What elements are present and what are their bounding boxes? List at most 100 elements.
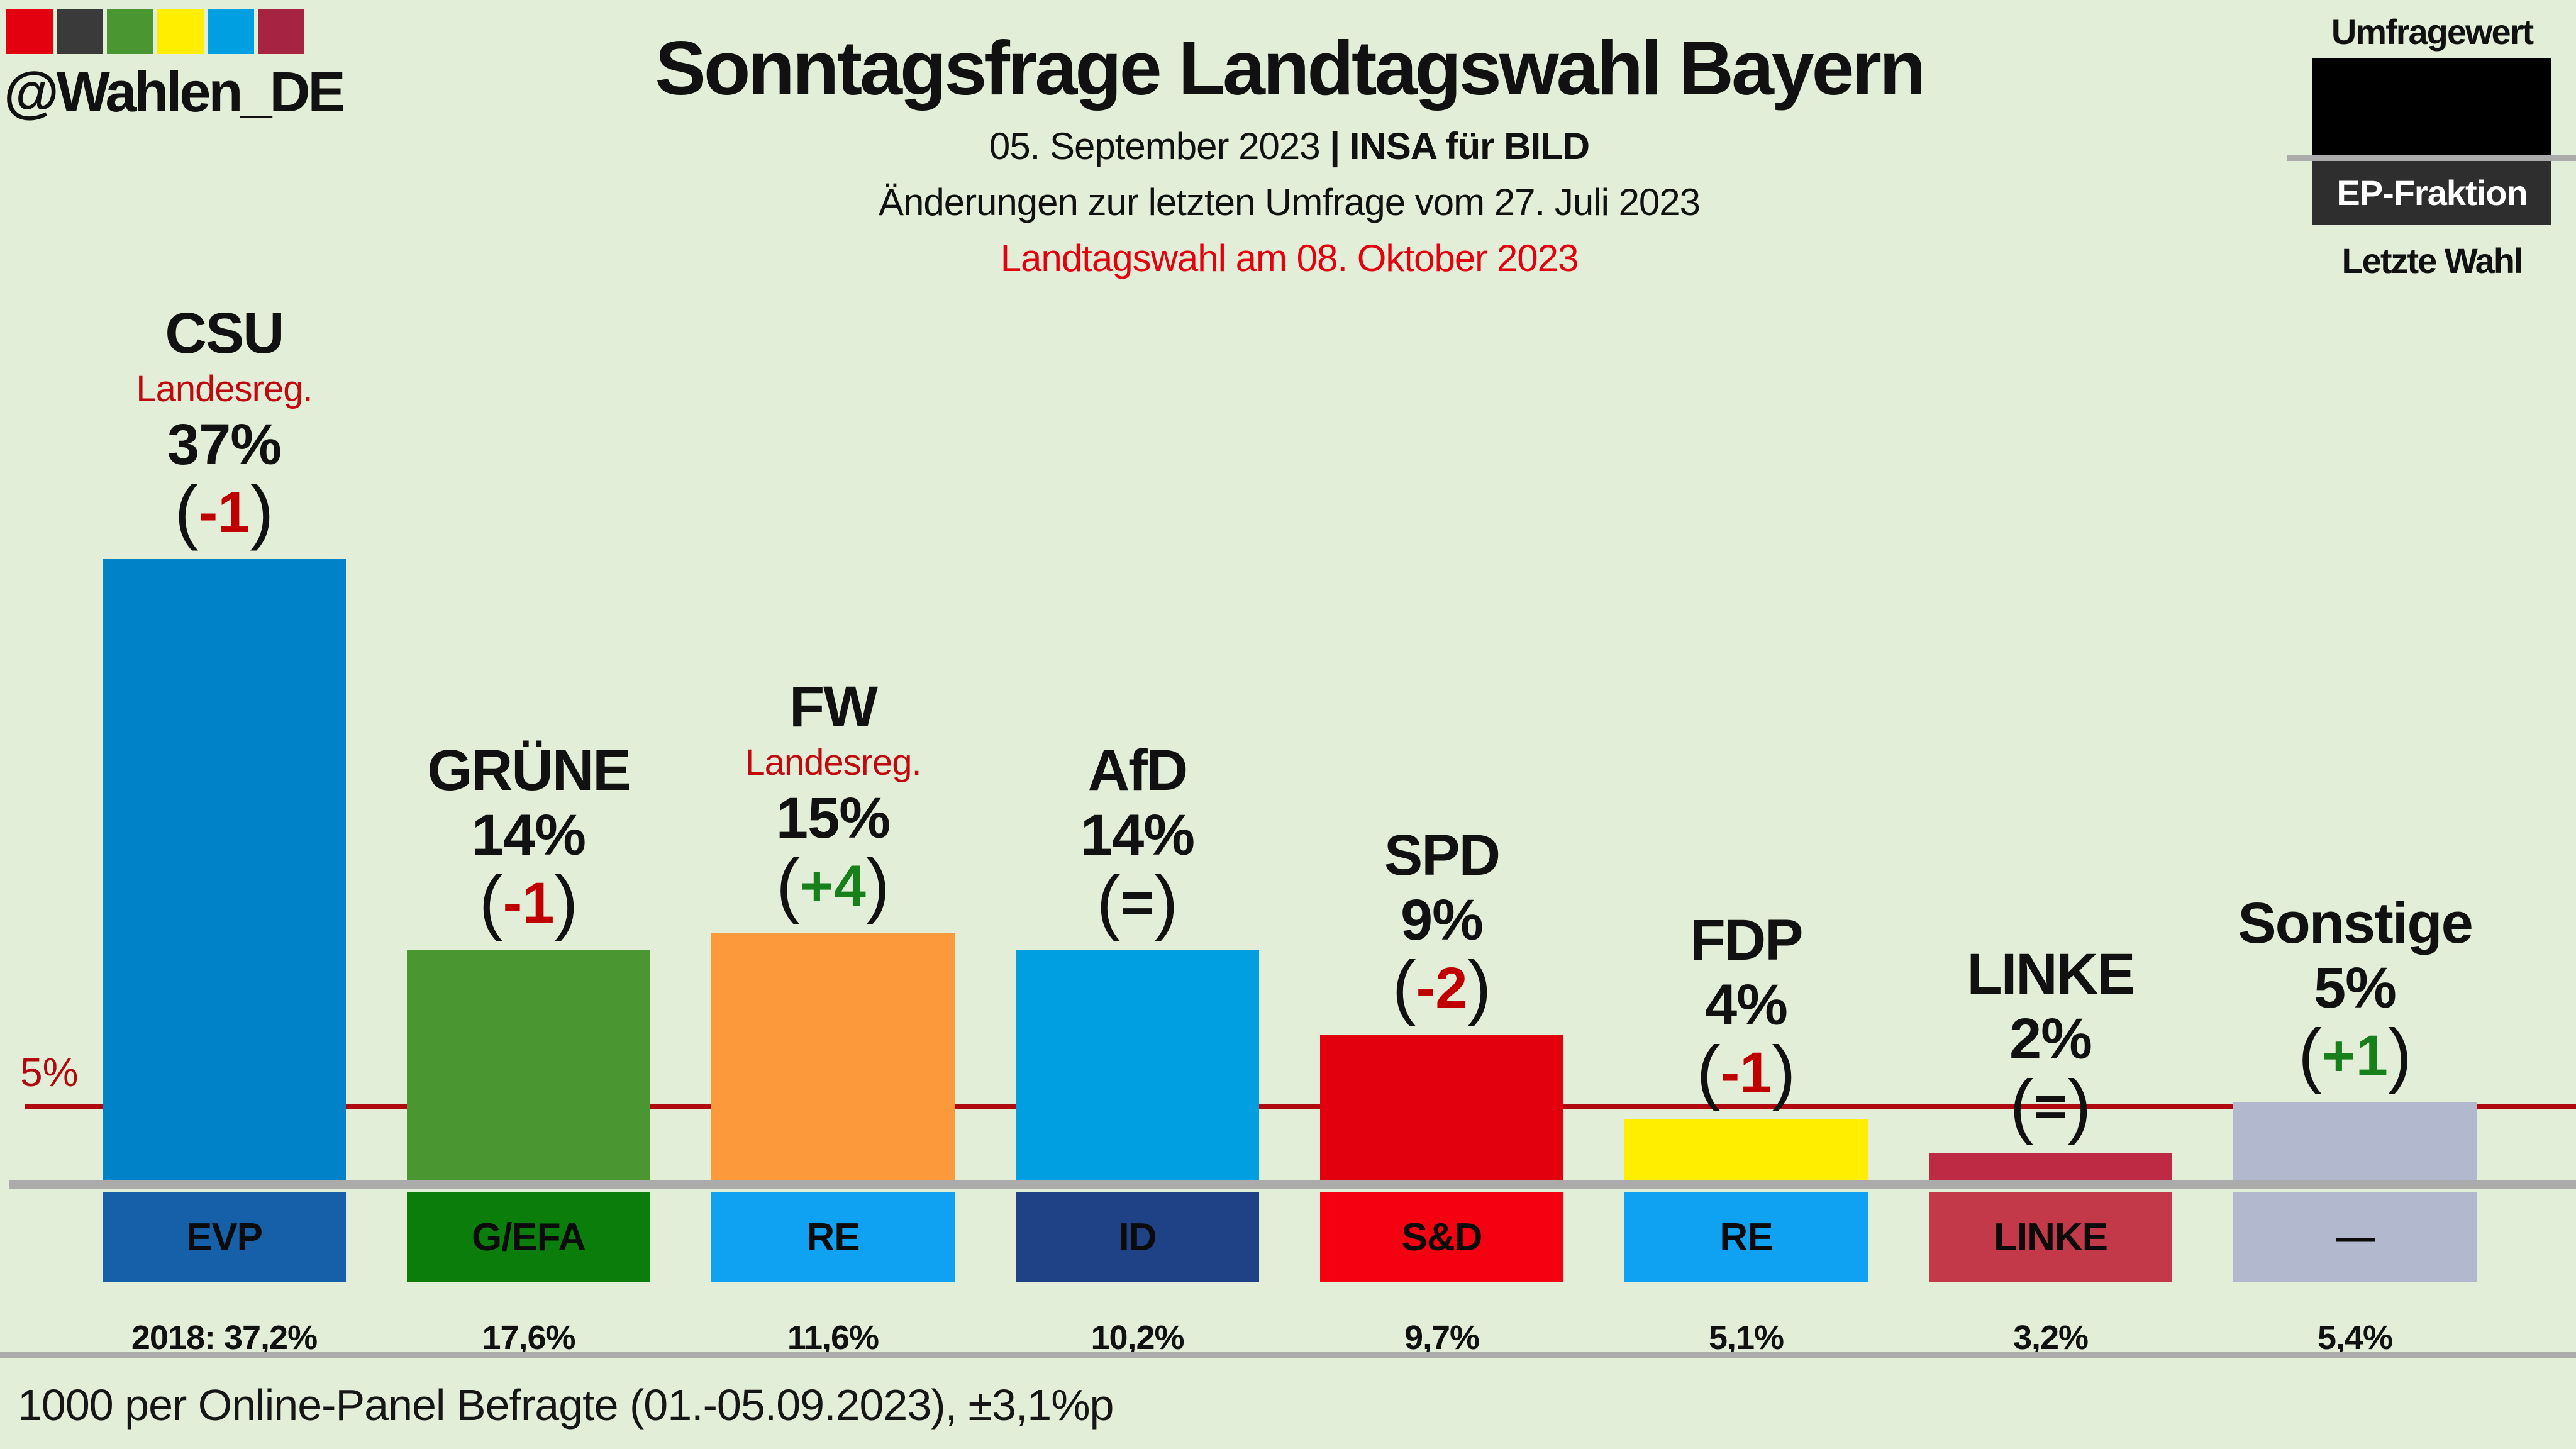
change-value: -1 xyxy=(1720,1041,1772,1105)
brand-logo-square-0 xyxy=(6,9,53,54)
change-paren-open: ( xyxy=(776,845,801,925)
ep-fraction-box-Sonstige: — xyxy=(2233,1192,2477,1282)
brand-logo xyxy=(6,9,304,54)
party-bar-FDP xyxy=(1624,1119,1868,1184)
ep-fraction-box-CSU: EVP xyxy=(103,1192,346,1282)
party-labels-Sonstige: Sonstige 5% (+1) xyxy=(2203,891,2507,1091)
change-paren-close: ) xyxy=(1772,1032,1796,1112)
last-election-result-GRÜNE: 17,6% xyxy=(482,1319,575,1357)
party-change: (+4) xyxy=(681,850,985,921)
change-paren-open: ( xyxy=(1392,947,1416,1027)
party-bar-GRÜNE xyxy=(407,950,650,1184)
brand-handle: @Wahlen_DE xyxy=(4,61,346,124)
last-election-result-FDP: 5,1% xyxy=(1708,1319,1784,1357)
party-change: (=) xyxy=(985,867,1290,938)
last-election-result-CSU: 2018: 37,2% xyxy=(131,1319,318,1357)
party-name: LINKE xyxy=(1967,942,2136,1006)
change-value: = xyxy=(1120,871,1155,935)
party-name: SPD xyxy=(1384,823,1501,887)
party-government-note: Landesreg. xyxy=(136,369,313,409)
party-value: 14% xyxy=(471,803,586,867)
last-election-result-Sonstige: 5,4% xyxy=(2317,1319,2393,1357)
brand-logo-square-5 xyxy=(258,9,304,54)
party-name: AfD xyxy=(1087,738,1189,802)
change-paren-close: ) xyxy=(1154,862,1179,942)
party-value: 37% xyxy=(167,413,282,477)
brand-logo-square-3 xyxy=(157,9,204,54)
footer-separator xyxy=(0,1352,2576,1358)
change-value: +1 xyxy=(2322,1024,2388,1088)
brand-logo-square-1 xyxy=(57,9,103,54)
ep-fraction-box-GRÜNE: G/EFA xyxy=(407,1192,650,1282)
party-value: 5% xyxy=(2314,956,2397,1020)
subtitle-election-note: Landtagswahl am 08. Oktober 2023 xyxy=(1000,237,1579,279)
party-labels-CSU: CSU Landesreg. 37% (-1) xyxy=(72,301,377,548)
party-value: 15% xyxy=(775,786,891,850)
legend-survey-label: Umfragewert xyxy=(2331,12,2534,52)
ep-fraction-box-FW: RE xyxy=(711,1192,955,1282)
footer-note: 1000 per Online-Panel Befragte (01.-05.0… xyxy=(18,1380,1114,1430)
five-percent-threshold-line xyxy=(25,1104,2576,1109)
party-labels-LINKE: LINKE 2% (=) xyxy=(1899,941,2203,1142)
subtitle-source: | INSA für BILD xyxy=(1330,125,1590,167)
change-paren-close: ) xyxy=(865,845,890,925)
party-name: GRÜNE xyxy=(427,738,631,802)
change-paren-close: ) xyxy=(2067,1066,2092,1146)
change-paren-close: ) xyxy=(554,862,579,942)
party-labels-GRÜNE: GRÜNE 14% (-1) xyxy=(377,738,681,938)
legend-baseline xyxy=(2287,155,2576,161)
party-labels-FDP: FDP 4% (-1) xyxy=(1594,908,1899,1108)
party-name: Sonstige xyxy=(2238,891,2473,955)
change-paren-open: ( xyxy=(174,472,199,552)
party-name: FDP xyxy=(1690,908,1804,972)
change-paren-close: ) xyxy=(1467,947,1492,1027)
change-value: = xyxy=(2033,1075,2068,1139)
subtitle-date-source: 05. September 2023 | INSA für BILD xyxy=(566,125,2012,168)
party-change: (-1) xyxy=(377,867,681,938)
last-election-result-FW: 11,6% xyxy=(787,1319,879,1357)
party-labels-SPD: SPD 9% (-2) xyxy=(1290,823,1594,1023)
ep-fraction-box-FDP: RE xyxy=(1624,1192,1868,1282)
party-change: (=) xyxy=(1899,1070,2203,1142)
subtitle-change-note: Änderungen zur letzten Umfrage vom 27. J… xyxy=(878,181,1701,223)
party-value: 4% xyxy=(1705,973,1788,1037)
last-election-result-SPD: 9,7% xyxy=(1404,1319,1480,1357)
party-bar-Sonstige xyxy=(2233,1102,2477,1184)
change-paren-open: ( xyxy=(1096,862,1121,942)
party-value: 2% xyxy=(2009,1007,2092,1071)
change-value: +4 xyxy=(800,854,866,918)
brand-logo-square-2 xyxy=(107,9,153,54)
legend-survey-swatch xyxy=(2312,58,2551,155)
change-value: -1 xyxy=(198,480,250,545)
change-paren-open: ( xyxy=(2009,1066,2034,1146)
party-change: (-1) xyxy=(72,476,377,548)
ep-fraction-box-AfD: ID xyxy=(1016,1192,1259,1282)
change-paren-close: ) xyxy=(2387,1015,2412,1095)
party-value: 14% xyxy=(1080,803,1195,867)
party-change: (-2) xyxy=(1290,952,1594,1023)
party-bar-FW xyxy=(711,933,955,1184)
party-labels-AfD: AfD 14% (=) xyxy=(985,738,1290,938)
last-election-result-LINKE: 3,2% xyxy=(2012,1319,2089,1357)
party-bar-LINKE xyxy=(1929,1153,2172,1184)
ep-fraction-box-LINKE: LINKE xyxy=(1929,1192,2172,1282)
brand-logo-square-4 xyxy=(208,9,254,54)
page-title: Sonntagsfrage Landtagswahl Bayern xyxy=(655,25,1926,111)
change-paren-open: ( xyxy=(1696,1032,1721,1112)
party-name: FW xyxy=(789,675,878,739)
party-bar-AfD xyxy=(1016,950,1259,1184)
party-bar-SPD xyxy=(1320,1035,1563,1184)
legend-ep-fraction-label: EP-Fraktion xyxy=(2312,161,2551,225)
party-bar-CSU xyxy=(103,559,346,1184)
change-paren-close: ) xyxy=(250,472,274,552)
change-paren-open: ( xyxy=(479,862,503,942)
subtitle-date: 05. September 2023 xyxy=(989,125,1330,167)
party-government-note: Landesreg. xyxy=(745,742,921,783)
party-change: (-1) xyxy=(1594,1036,1899,1108)
chart-baseline xyxy=(9,1180,2576,1189)
last-election-result-AfD: 10,2% xyxy=(1091,1319,1184,1357)
legend-last-election-label: Letzte Wahl xyxy=(2341,241,2523,280)
party-name: CSU xyxy=(165,301,284,365)
party-change: (+1) xyxy=(2203,1019,2507,1091)
